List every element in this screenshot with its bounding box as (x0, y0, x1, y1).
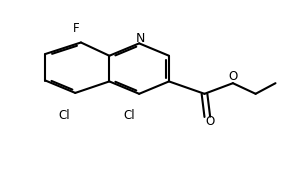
Text: O: O (206, 115, 215, 128)
Text: O: O (228, 70, 237, 84)
Text: Cl: Cl (124, 109, 135, 122)
Text: Cl: Cl (58, 109, 70, 122)
Text: F: F (73, 22, 80, 35)
Text: N: N (136, 32, 145, 45)
